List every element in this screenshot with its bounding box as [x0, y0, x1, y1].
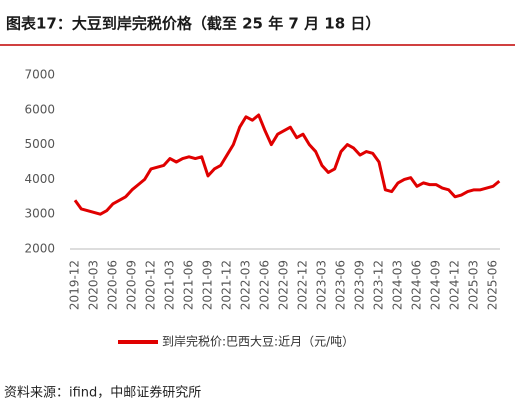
- x-tick-label: 2024-12: [448, 260, 462, 310]
- x-tick-label: 2025-03: [467, 260, 481, 310]
- x-tick-label: 2024-09: [429, 260, 443, 310]
- legend-label: 到岸完税价:巴西大豆:近月（元/吨）: [162, 334, 354, 349]
- y-tick-label: 2000: [24, 242, 55, 256]
- x-tick-label: 2021-06: [182, 260, 196, 310]
- x-tick-label: 2020-06: [106, 260, 120, 310]
- x-tick-label: 2023-12: [372, 260, 386, 310]
- x-tick-label: 2021-03: [163, 260, 177, 310]
- y-tick-label: 4000: [24, 172, 55, 186]
- y-tick-label: 6000: [24, 102, 55, 116]
- y-tick-label: 5000: [24, 137, 55, 151]
- x-tick-label: 2020-03: [87, 260, 101, 310]
- x-tick-label: 2022-06: [258, 260, 272, 310]
- y-tick-label: 3000: [24, 207, 55, 221]
- x-tick-label: 2019-12: [68, 260, 82, 310]
- x-tick-label: 2022-09: [277, 260, 291, 310]
- source: 资料来源：ifind，中邮证券研究所: [4, 385, 201, 401]
- y-tick-label: 7000: [24, 68, 55, 82]
- x-tick-label: 2020-09: [125, 260, 139, 310]
- x-tick-label: 2022-03: [239, 260, 253, 310]
- x-tick-label: 2021-12: [220, 260, 234, 310]
- x-tick-label: 2023-09: [353, 260, 367, 310]
- x-tick-label: 2023-03: [315, 260, 329, 310]
- x-tick-label: 2023-06: [334, 260, 348, 310]
- x-tick-label: 2024-06: [410, 260, 424, 310]
- chart-title: 图表17：大豆到岸完税价格（截至 25 年 7 月 18 日）: [6, 15, 380, 33]
- series-line: [73, 113, 501, 216]
- x-tick-label: 2022-12: [296, 260, 310, 310]
- x-tick-label: 2021-09: [201, 260, 215, 310]
- x-tick-label: 2025-06: [486, 260, 500, 310]
- x-tick-label: 2024-03: [391, 260, 405, 310]
- x-tick-label: 2020-12: [144, 260, 158, 310]
